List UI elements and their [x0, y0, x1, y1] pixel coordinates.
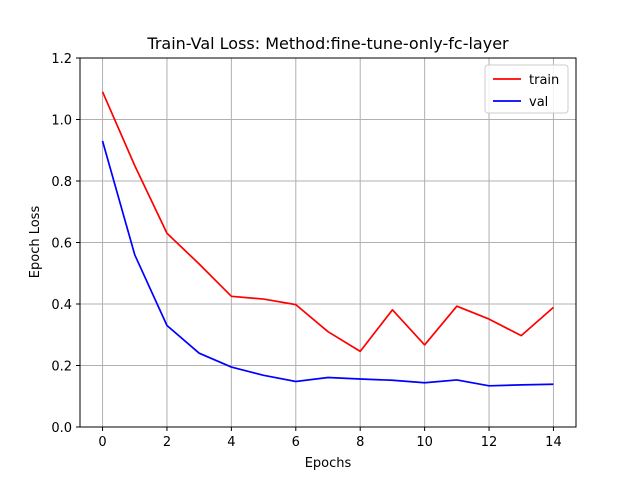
data-series [101, 91, 555, 387]
x-tick-label: 14 [545, 435, 562, 450]
y-tick-label: 1.2 [51, 52, 72, 67]
y-tick-label: 0.8 [51, 175, 72, 190]
tick-marks: 0 2 4 6 8 10 12 14 0.0 0.2 0.4 0.6 0.8 1.0 1.2 [51, 52, 561, 450]
legend-label-val: val [529, 95, 548, 110]
y-axis-label: Epoch Loss [28, 206, 43, 279]
x-tick-label: 2 [163, 435, 171, 450]
y-tick-label: 1.0 [51, 114, 72, 129]
x-tick-label: 6 [292, 435, 300, 450]
x-tick-label: 4 [227, 435, 235, 450]
x-tick-label: 8 [356, 435, 364, 450]
legend: train val [484, 64, 569, 114]
y-tick-label: 0.4 [51, 298, 72, 313]
x-tick-label: 10 [416, 435, 433, 450]
legend-label-train: train [529, 73, 559, 88]
y-tick-label: 0.2 [51, 360, 72, 375]
y-tick-label: 0.6 [51, 237, 72, 252]
series-line-val [101, 140, 554, 387]
y-tick-label: 0.0 [51, 421, 72, 436]
chart-title: Train-Val Loss: Method:fine-tune-only-fc… [146, 34, 509, 53]
series-line-train [101, 91, 555, 353]
x-axis-label: Epochs [305, 456, 352, 471]
x-tick-label: 12 [481, 435, 498, 450]
x-tick-label: 0 [98, 435, 106, 450]
